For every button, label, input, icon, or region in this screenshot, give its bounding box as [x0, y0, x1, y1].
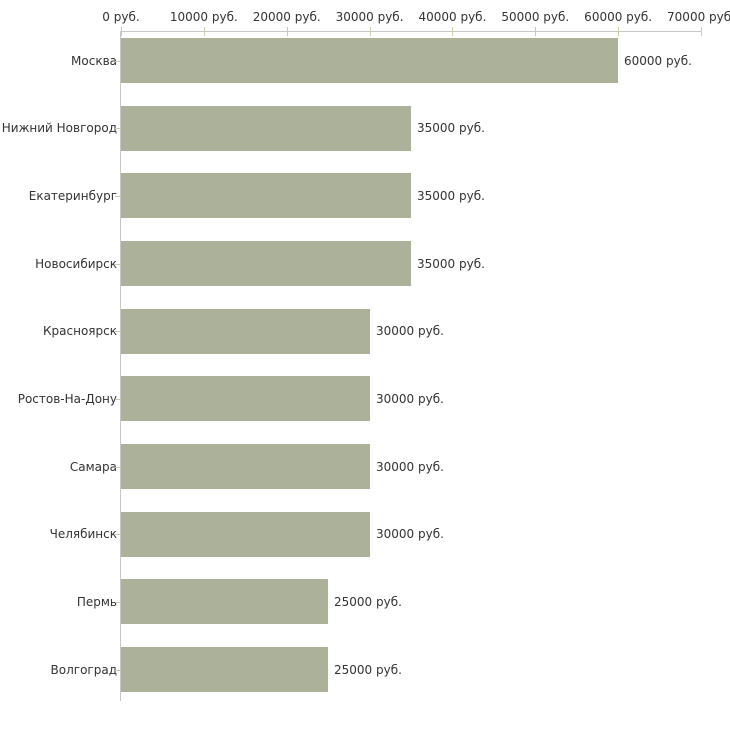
category-label: Пермь: [76, 594, 117, 609]
value-label: 30000 руб.: [376, 459, 444, 474]
bar: [121, 38, 618, 83]
x-axis-tick-label: 20000 руб.: [252, 10, 321, 24]
value-label: 30000 руб.: [376, 391, 444, 406]
bar: [121, 241, 411, 286]
category-label: Москва: [71, 53, 117, 68]
x-axis-tick: [369, 27, 371, 36]
x-axis-tick-label: 10000 руб.: [169, 10, 238, 24]
category-label: Красноярск: [43, 324, 117, 339]
y-axis-tick: [115, 263, 120, 265]
value-label: 25000 руб.: [334, 594, 402, 609]
value-label: 30000 руб.: [376, 324, 444, 339]
y-axis-tick: [115, 669, 120, 671]
category-label: Новосибирск: [35, 256, 117, 271]
y-axis-tick: [115, 466, 120, 468]
y-axis-tick: [115, 398, 120, 400]
value-label: 25000 руб.: [334, 662, 402, 677]
category-label: Самара: [69, 459, 117, 474]
x-axis-tick-label: 60000 руб.: [584, 10, 653, 24]
x-axis-line: [121, 31, 701, 32]
bar: [121, 376, 370, 422]
value-label: 35000 руб.: [417, 256, 485, 271]
y-axis-tick: [115, 331, 120, 333]
category-label: Нижний Новгород: [1, 121, 117, 136]
x-axis-tick-label: 50000 руб.: [501, 10, 570, 24]
bar: [121, 308, 370, 354]
value-label: 35000 руб.: [417, 188, 485, 203]
bar: [121, 579, 328, 625]
x-axis-tick: [701, 27, 702, 36]
bar: [121, 511, 370, 557]
x-axis-tick: [286, 27, 288, 36]
value-label: 60000 руб.: [624, 53, 692, 68]
bar: [121, 105, 411, 151]
y-axis-tick: [115, 60, 120, 62]
y-axis-tick: [115, 601, 120, 603]
y-axis-tick: [115, 128, 120, 130]
x-axis-tick-label: 70000 руб.: [667, 10, 730, 24]
category-label: Екатеринбург: [28, 188, 117, 203]
x-axis-tick-label: 40000 руб.: [418, 10, 487, 24]
x-axis-tick: [203, 27, 205, 36]
bar: [121, 173, 411, 219]
category-label: Волгоград: [50, 662, 117, 677]
x-axis-tick: [535, 27, 537, 36]
bar: [121, 444, 370, 490]
x-axis-tick: [121, 27, 122, 36]
y-axis-tick: [115, 534, 120, 536]
x-axis-tick: [452, 27, 454, 36]
value-label: 35000 руб.: [417, 121, 485, 136]
x-axis-tick-label: 30000 руб.: [335, 10, 404, 24]
category-label: Ростов-На-Дону: [17, 391, 117, 406]
bar: [121, 647, 328, 693]
y-axis-tick: [115, 195, 120, 197]
y-axis-line: [120, 31, 121, 701]
x-axis-tick-label: 0 руб.: [102, 10, 140, 24]
x-axis-tick: [618, 27, 620, 36]
value-label: 30000 руб.: [376, 527, 444, 542]
category-label: Челябинск: [49, 527, 117, 542]
